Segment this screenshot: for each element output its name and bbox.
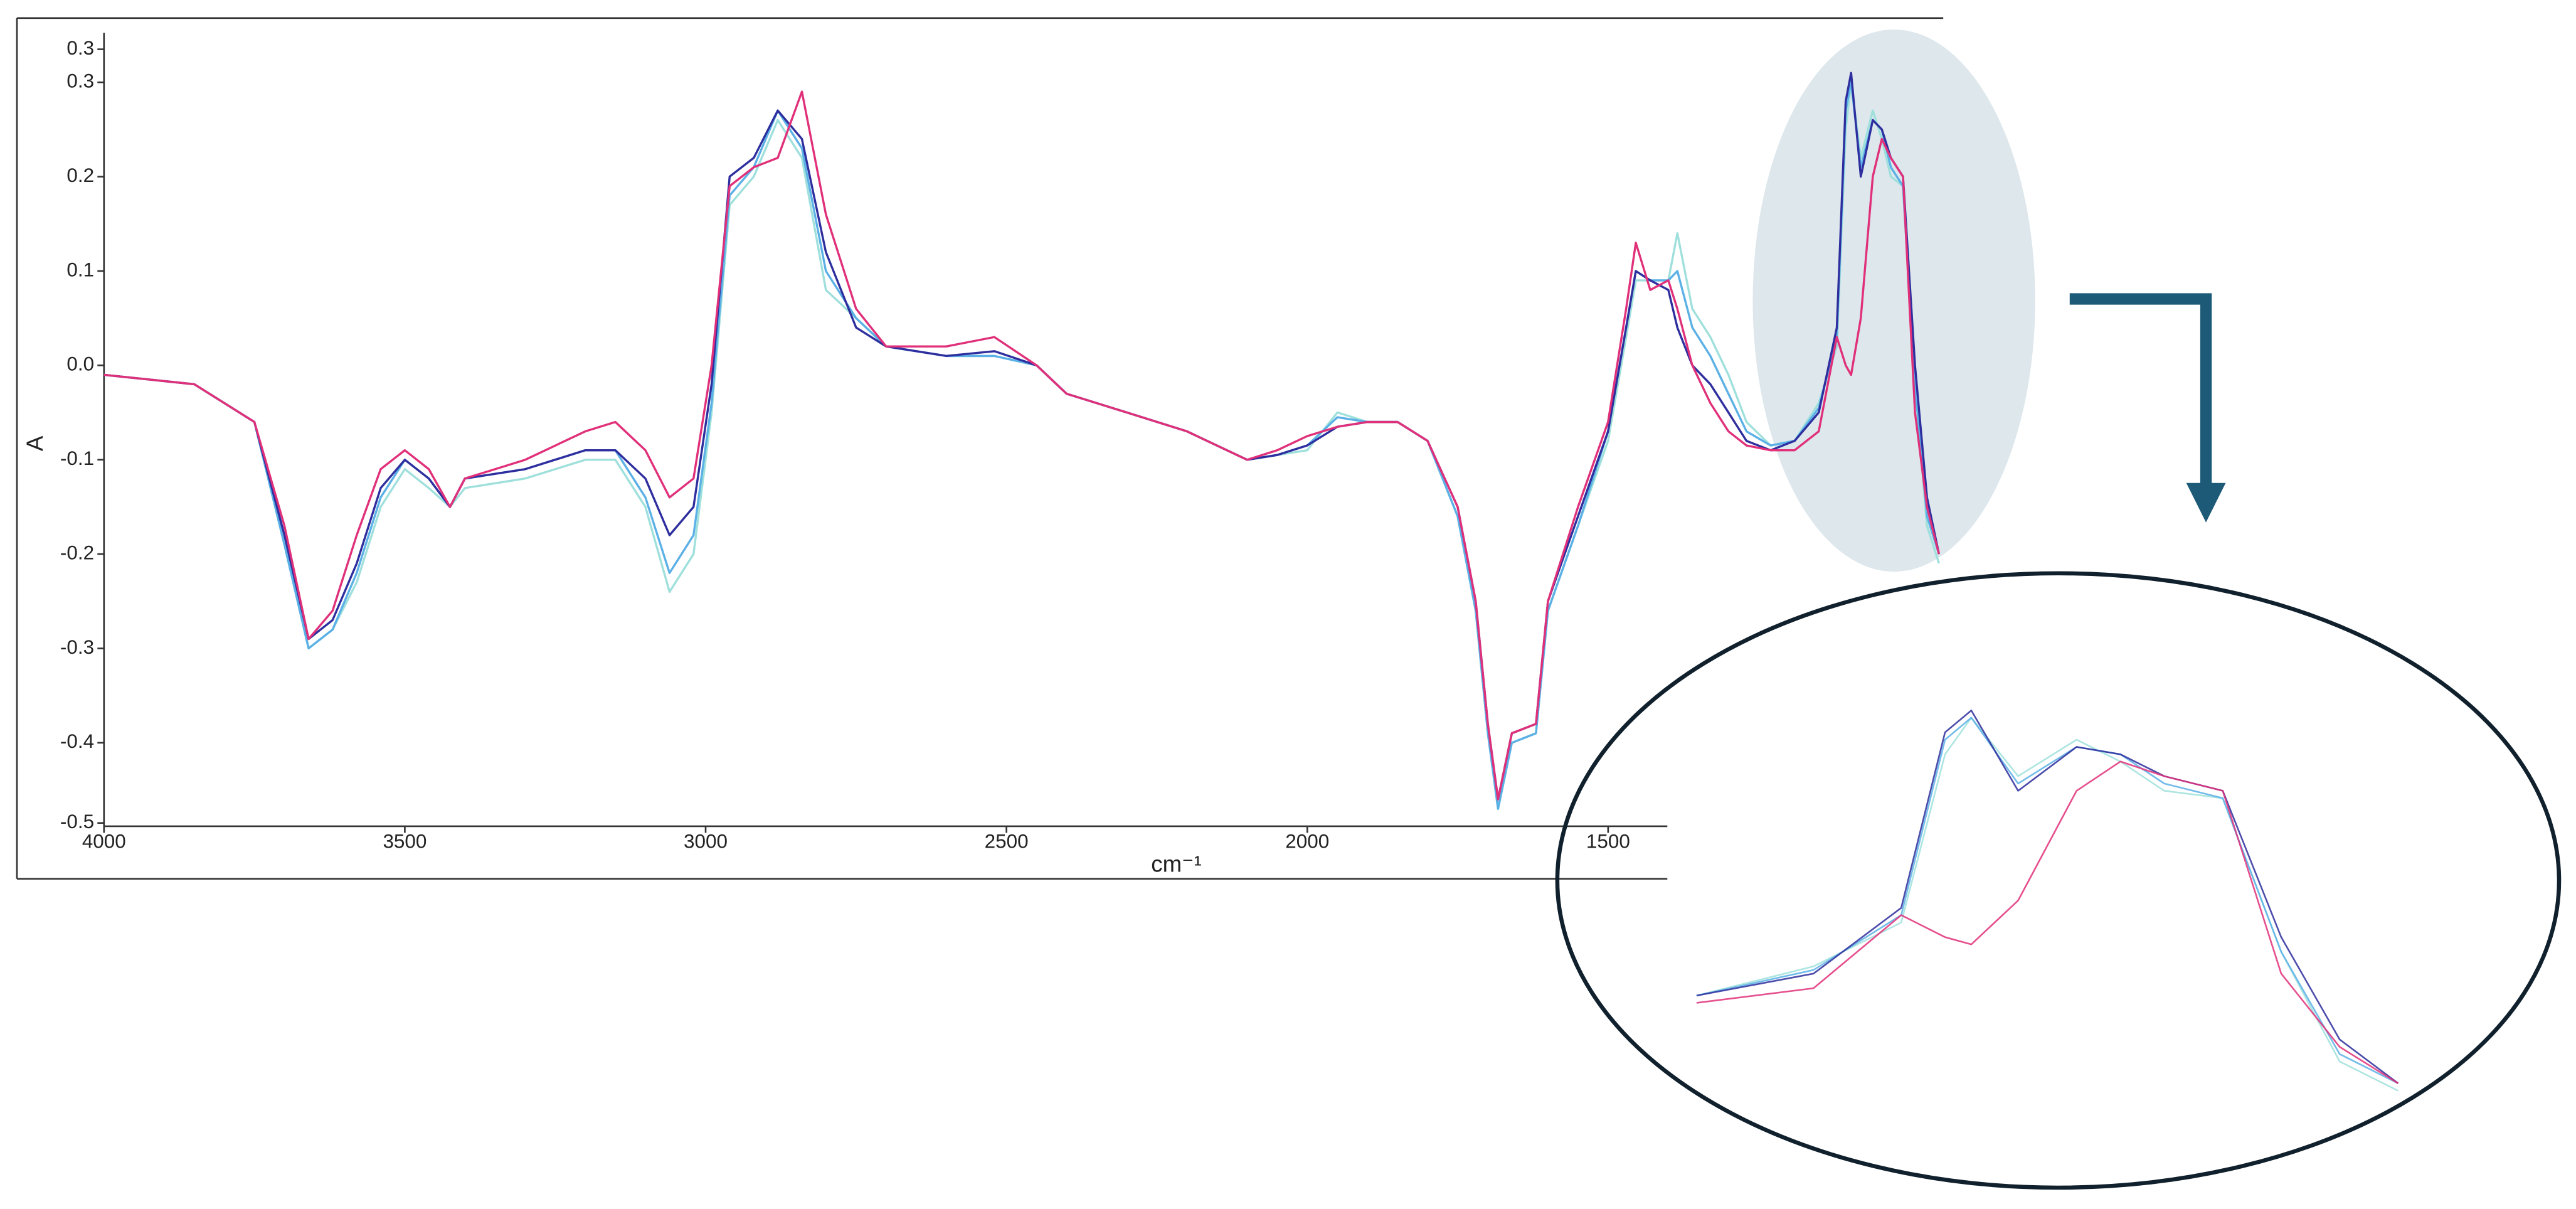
y-tick-label: 0.1: [66, 258, 94, 280]
x-axis-label: cm⁻¹: [1151, 851, 1201, 876]
zoom-arrow: [2069, 293, 2212, 490]
y-tick-label: 0.3: [66, 70, 94, 92]
y-tick-label: -0.1: [60, 447, 94, 469]
y-tick-label: -0.5: [60, 811, 94, 833]
zoom-line: [1696, 760, 2399, 1084]
x-tick-label: 4000: [82, 830, 126, 852]
x-tick-label: 2500: [985, 830, 1029, 852]
x-tick-label: 1500: [1586, 830, 1630, 852]
highlight-region: [1752, 29, 2035, 572]
x-tick-label: 3000: [684, 830, 728, 852]
y-tick-label: 0.0: [66, 353, 94, 375]
zoom-arrow-head: [2186, 482, 2226, 523]
y-tick-label: -0.4: [60, 730, 94, 752]
y-tick-label: 0.2: [66, 164, 94, 186]
zoom-ellipse: [1555, 571, 2562, 1190]
x-tick-label: 2000: [1285, 830, 1329, 852]
y-tick-label: 0.3: [66, 37, 94, 59]
zoom-line: [1696, 710, 2399, 1084]
spectrum-line: [103, 90, 1941, 801]
y-tick-label: -0.2: [60, 541, 94, 563]
y-axis-label: A: [22, 435, 48, 451]
y-tick-label: -0.3: [60, 636, 94, 658]
x-tick-label: 3500: [383, 830, 427, 852]
